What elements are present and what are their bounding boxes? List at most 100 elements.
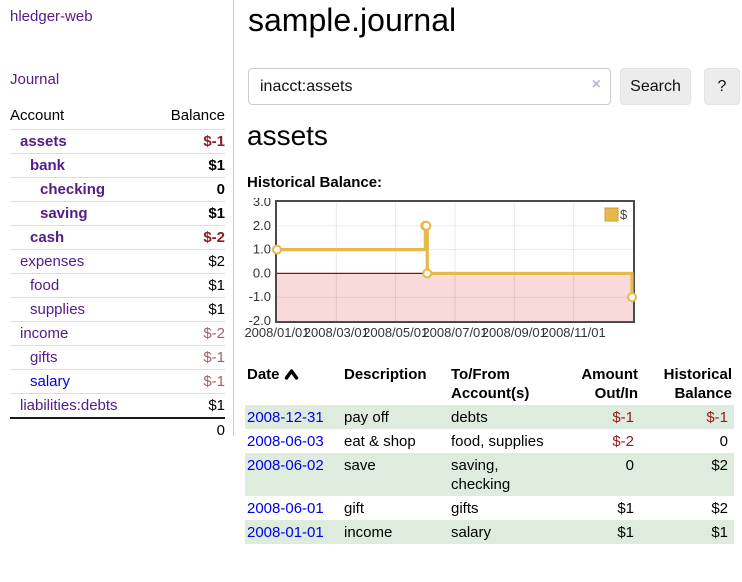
data-point-marker xyxy=(627,292,638,303)
y-axis-tick-label: -2.0 xyxy=(249,313,271,328)
y-axis-tick-label: 0.0 xyxy=(253,265,271,280)
account-link-food[interactable]: food xyxy=(30,277,60,294)
account-balance: $-1 xyxy=(150,129,225,154)
account-link-checking[interactable]: checking xyxy=(40,181,106,198)
transaction-amount: 0 xyxy=(625,457,634,474)
x-axis-tick-label: 2008/09/01 xyxy=(482,325,547,340)
page-title: sample.journal xyxy=(248,2,457,38)
account-balance: $-2 xyxy=(150,225,225,250)
transaction-balance: $2 xyxy=(711,457,728,474)
account-row: expenses $2 xyxy=(10,249,225,274)
clear-search-icon[interactable]: × xyxy=(591,76,601,93)
help-button[interactable]: ? xyxy=(704,68,740,105)
account-row: liabilities:debts $1 xyxy=(10,393,225,418)
account-balance: $1 xyxy=(150,273,225,298)
col-description: Description xyxy=(344,366,427,383)
account-link-saving[interactable]: saving xyxy=(40,205,88,222)
transaction-date-link[interactable]: 2008-01-01 xyxy=(247,524,324,541)
account-balance: $1 xyxy=(150,393,225,418)
account-row: assets $-1 xyxy=(10,129,225,154)
account-row: food $1 xyxy=(10,273,225,298)
search-input[interactable] xyxy=(248,68,611,105)
account-link-liabilities-debts[interactable]: liabilities:debts xyxy=(20,397,118,414)
account-link-bank[interactable]: bank xyxy=(30,157,66,174)
main-content: sample.journal × Search ? assets Histori… xyxy=(243,0,742,582)
sidebar: hledger-web Journal Account Balance asse… xyxy=(0,0,233,582)
transaction-description: eat & shop xyxy=(344,433,416,450)
account-balance: $-1 xyxy=(150,345,225,370)
transaction-accounts: saving, checking xyxy=(451,457,511,493)
app-title-link[interactable]: hledger-web xyxy=(10,8,93,25)
accounts-table: Account Balance assets $-1 bank $1 check… xyxy=(10,104,225,442)
accounts-header-row: Account Balance xyxy=(10,104,225,130)
col-amount: Amount Out/In xyxy=(581,366,638,402)
account-row: saving $1 xyxy=(10,201,225,226)
x-axis-tick-label: 2008/01/01 xyxy=(244,325,309,340)
transaction-row[interactable]: 2008-06-01 gift gifts $1 $2 xyxy=(245,496,734,520)
transaction-date-link[interactable]: 2008-06-02 xyxy=(247,457,324,474)
transaction-accounts: gifts xyxy=(451,500,479,517)
account-balance: $-2 xyxy=(150,321,225,346)
balance-chart-svg: 3.0 2.0 1.0 0.0 -1.0 -2.02008/01/012008/03/01… xyxy=(244,194,638,340)
transaction-amount: $1 xyxy=(617,524,634,541)
col-accounts: To/From Account(s) xyxy=(451,366,530,402)
search-form: × Search ? xyxy=(248,68,740,105)
transaction-description: income xyxy=(344,524,393,541)
x-axis-tick-label: 2008/05/01 xyxy=(363,325,428,340)
col-balance: Historical Balance xyxy=(663,366,732,402)
transaction-amount: $1 xyxy=(617,500,634,517)
account-balance: $1 xyxy=(150,153,225,178)
sort-ascending-icon xyxy=(284,366,299,385)
account-row: income $-2 xyxy=(10,321,225,346)
account-link-assets[interactable]: assets xyxy=(20,133,67,150)
sidebar-item-journal[interactable]: Journal xyxy=(10,71,60,88)
account-row: supplies $1 xyxy=(10,297,225,322)
account-row: cash $-2 xyxy=(10,225,225,250)
y-axis-tick-label: -1.0 xyxy=(249,289,271,304)
data-point-marker xyxy=(422,268,433,279)
accounts-col-balance: Balance xyxy=(170,107,225,124)
accounts-col-account: Account xyxy=(10,107,65,124)
transaction-accounts: debts xyxy=(451,409,488,426)
account-link-salary[interactable]: salary xyxy=(30,373,71,390)
account-link-expenses[interactable]: expenses xyxy=(20,253,85,270)
chart-title: Historical Balance: xyxy=(247,174,383,191)
account-row: salary $-1 xyxy=(10,369,225,394)
transaction-balance: $-1 xyxy=(706,409,728,426)
transaction-date-link[interactable]: 2008-06-03 xyxy=(247,433,324,450)
legend-label: $ xyxy=(620,207,628,222)
transaction-description: save xyxy=(344,457,376,474)
account-link-supplies[interactable]: supplies xyxy=(30,301,86,318)
account-row: gifts $-1 xyxy=(10,345,225,370)
transaction-date-link[interactable]: 2008-12-31 xyxy=(247,409,324,426)
account-section-title: assets xyxy=(247,120,328,151)
transaction-description: gift xyxy=(344,500,365,517)
accounts-total-row: 0 xyxy=(10,417,225,442)
account-balance: 0 xyxy=(150,177,225,202)
register-header-row: Date Description To/From Account(s) Amoun… xyxy=(245,363,734,405)
transaction-row[interactable]: 2008-01-01 income salary $1 $1 xyxy=(245,520,734,544)
search-button[interactable]: Search xyxy=(620,68,691,105)
transaction-accounts: food, supplies xyxy=(451,433,544,450)
transaction-row[interactable]: 2008-06-03 eat & shop food, supplies $-2… xyxy=(245,429,734,453)
col-date[interactable]: Date xyxy=(245,363,342,405)
x-axis-tick-label: 2008/07/01 xyxy=(422,325,487,340)
transaction-row[interactable]: 2008-12-31 pay off debts $-1 $-1 xyxy=(245,405,734,429)
account-link-gifts[interactable]: gifts xyxy=(30,349,58,366)
account-balance: $1 xyxy=(150,201,225,226)
transaction-balance: $2 xyxy=(711,500,728,517)
y-axis-tick-label: 1.0 xyxy=(253,242,271,257)
y-axis-tick-label: 2.0 xyxy=(253,218,271,233)
legend-swatch xyxy=(604,207,619,222)
data-point-marker xyxy=(421,220,432,231)
transaction-date-link[interactable]: 2008-06-01 xyxy=(247,500,324,517)
account-balance: $-1 xyxy=(150,369,225,394)
account-balance: $1 xyxy=(150,297,225,322)
account-link-cash[interactable]: cash xyxy=(30,229,65,246)
transaction-row[interactable]: 2008-06-02 save saving, checking 0 $2 xyxy=(245,453,734,496)
account-link-income[interactable]: income xyxy=(20,325,69,342)
data-point-marker xyxy=(272,244,282,255)
accounts-total-value: 0 xyxy=(150,417,225,442)
account-row: checking 0 xyxy=(10,177,225,202)
historical-balance-chart: 3.0 2.0 1.0 0.0 -1.0 -2.0 2008/01/01 2008/03/01… xyxy=(243,194,742,348)
